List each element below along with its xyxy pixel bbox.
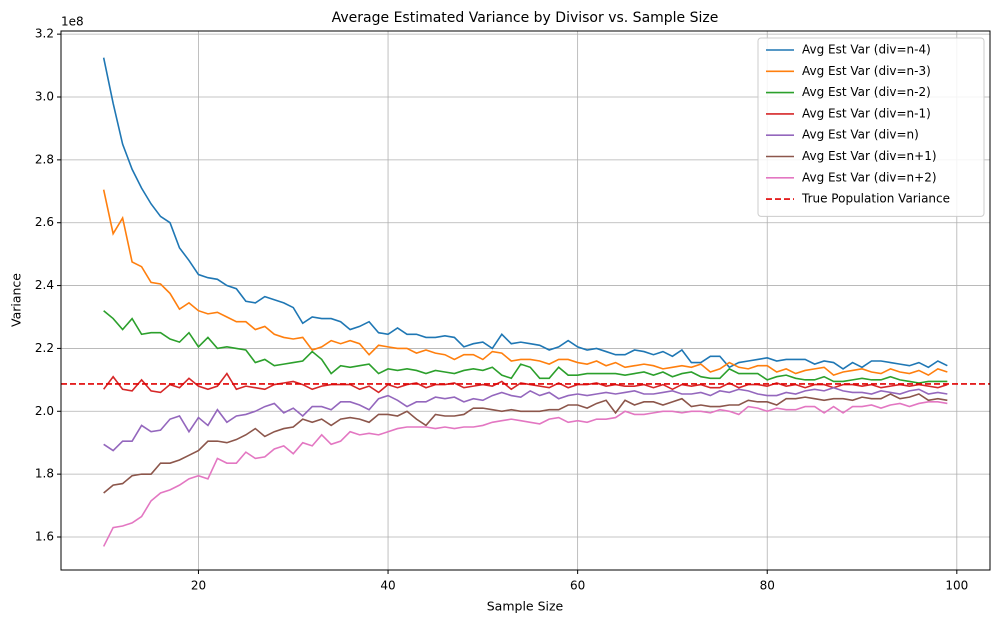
legend-label: Avg Est Var (div=n-4) (802, 43, 931, 57)
y-tick-label: 3.0 (35, 90, 54, 104)
plot-frame (60, 30, 991, 571)
legend-label: Avg Est Var (div=n+1) (802, 149, 937, 163)
y-tick-label: 1.8 (35, 467, 54, 481)
y-axis-label: Variance (9, 273, 24, 327)
y-tick-label: 2.0 (35, 404, 54, 418)
legend-label: Avg Est Var (div=n+2) (802, 170, 937, 184)
y-tick-label: 1.6 (35, 530, 54, 544)
x-tick-label: 40 (380, 579, 395, 593)
legend-label: True Population Variance (801, 192, 950, 206)
y-tick-label: 2.2 (35, 341, 54, 355)
series-line (103, 386, 948, 452)
legend-label: Avg Est Var (div=n-1) (802, 106, 931, 120)
series-line (102, 189, 948, 377)
x-tick-label: 20 (191, 579, 206, 593)
x-tick-label: 60 (570, 579, 585, 593)
y-tick-label: 3.2 (35, 27, 54, 41)
series-line (102, 401, 948, 547)
legend-label: Avg Est Var (div=n) (802, 128, 919, 142)
x-tick-label: 100 (945, 579, 968, 593)
y-tick-label: 2.6 (35, 215, 54, 229)
x-tick-label: 80 (760, 579, 775, 593)
y-offset-label: 1e8 (61, 15, 84, 29)
y-tick-label: 2.8 (35, 152, 54, 166)
legend-label: Avg Est Var (div=n-3) (802, 64, 931, 78)
legend: Avg Est Var (div=n-4) Avg Est Var (div=n-… (757, 37, 985, 217)
chart-title: Average Estimated Variance by Divisor vs… (332, 10, 719, 26)
series-line (102, 57, 948, 370)
y-tick-label: 2.4 (35, 278, 54, 292)
series-line (103, 310, 948, 384)
legend-label: Avg Est Var (div=n-2) (802, 85, 931, 99)
legend-box (757, 37, 985, 217)
x-axis-label: Sample Size (487, 599, 564, 614)
series-line (103, 393, 948, 494)
